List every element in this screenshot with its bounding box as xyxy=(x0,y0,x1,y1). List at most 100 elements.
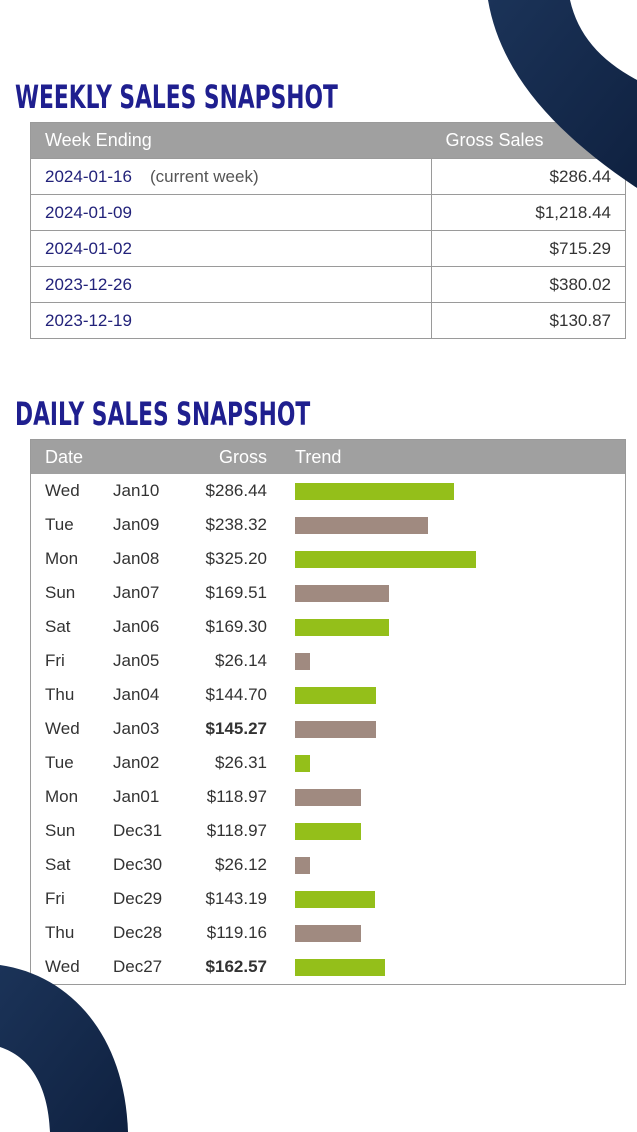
table-row: 2023-12-19 $130.87 xyxy=(30,302,626,339)
day-date: Jan01 xyxy=(113,787,160,806)
gross-sales-header: Gross Sales xyxy=(431,122,626,159)
gross-sales-amount: $380.02 xyxy=(431,266,626,303)
day-date: Jan10 xyxy=(113,481,160,500)
day-date: Jan08 xyxy=(113,549,160,568)
corner-arc-bottom-left xyxy=(0,965,128,1132)
week-ending-header: Week Ending xyxy=(30,122,432,159)
week-ending-link[interactable]: 2023-12-26 xyxy=(30,266,432,303)
trend-cell xyxy=(267,644,626,678)
day-of-week: Thu xyxy=(45,923,75,942)
gross-sales-amount: $286.44 xyxy=(431,158,626,195)
day-of-week: Tue xyxy=(45,753,74,772)
day-of-week: Sat xyxy=(45,855,71,874)
trend-cell xyxy=(267,780,626,814)
trend-cell xyxy=(267,678,626,712)
trend-header: Trend xyxy=(267,439,626,474)
daily-gross-amount: $26.12 xyxy=(215,855,267,874)
daily-sales-table: Date Gross Trend Wed Jan10 $286.44 Tue Jan09… xyxy=(30,439,626,985)
week-ending-link[interactable]: 2023-12-19 xyxy=(30,302,432,339)
day-date: Jan07 xyxy=(113,583,160,602)
daily-gross-amount: $26.31 xyxy=(215,753,267,772)
week-note: (current week) xyxy=(149,166,259,186)
table-row: Sun Dec31 $118.97 xyxy=(31,814,626,848)
week-ending-date[interactable]: 2024-01-16 xyxy=(45,166,132,186)
week-ending-date[interactable]: 2023-12-19 xyxy=(45,310,132,330)
trend-cell xyxy=(267,712,626,746)
day-of-week: Mon xyxy=(45,549,79,568)
daily-gross-amount: $144.70 xyxy=(205,685,267,704)
day-date: Dec29 xyxy=(113,889,163,908)
day-date: Jan02 xyxy=(113,753,160,772)
day-of-week: Tue xyxy=(45,515,74,534)
daily-gross-amount: $118.97 xyxy=(206,787,267,806)
trend-cell xyxy=(267,746,626,780)
day-of-week: Fri xyxy=(45,889,65,908)
table-row: Wed Jan03 $145.27 xyxy=(31,712,626,746)
trend-bar xyxy=(295,958,385,976)
day-of-week: Mon xyxy=(45,787,79,806)
trend-cell xyxy=(267,950,626,985)
daily-gross-amount: $238.32 xyxy=(205,515,267,534)
table-row: Thu Jan04 $144.70 xyxy=(31,678,626,712)
day-of-week: Sun xyxy=(45,583,76,602)
weekly-sales-table: Week Ending Gross Sales 2024-01-16 (curre… xyxy=(30,122,626,339)
trend-cell xyxy=(267,916,626,950)
table-row: Mon Jan08 $325.20 xyxy=(31,542,626,576)
week-ending-link[interactable]: 2024-01-16 (current week) xyxy=(30,158,432,195)
trend-cell xyxy=(267,542,626,576)
daily-gross-amount: $286.44 xyxy=(205,481,267,500)
week-ending-date[interactable]: 2023-12-26 xyxy=(45,274,132,294)
day-of-week: Wed xyxy=(45,719,80,738)
trend-bar xyxy=(295,720,376,738)
table-row: Fri Dec29 $143.19 xyxy=(31,882,626,916)
table-row: 2024-01-09 $1,218.44 xyxy=(30,194,626,231)
week-ending-link[interactable]: 2024-01-02 xyxy=(30,230,432,267)
trend-bar xyxy=(295,652,310,670)
daily-gross-amount: $119.16 xyxy=(206,923,267,942)
trend-bar xyxy=(295,686,376,704)
day-date: Dec28 xyxy=(113,923,163,942)
table-row: 2023-12-26 $380.02 xyxy=(30,266,626,303)
table-row: Sat Jan06 $169.30 xyxy=(31,610,626,644)
date-header: Date xyxy=(30,439,183,474)
trend-bar xyxy=(295,788,361,806)
gross-header: Gross xyxy=(183,439,267,474)
trend-bar xyxy=(295,584,389,602)
day-date: Dec30 xyxy=(113,855,163,874)
trend-bar xyxy=(295,618,389,636)
gross-sales-amount: $130.87 xyxy=(431,302,626,339)
day-of-week: Sat xyxy=(45,617,71,636)
day-date: Dec31 xyxy=(113,821,163,840)
table-row: Sat Dec30 $26.12 xyxy=(31,848,626,882)
trend-bar xyxy=(295,550,476,568)
gross-sales-amount: $1,218.44 xyxy=(431,194,626,231)
table-row: Mon Jan01 $118.97 xyxy=(31,780,626,814)
weekly-section-title: WEEKLY SALES SNAPSHOT xyxy=(15,78,338,116)
trend-cell xyxy=(267,814,626,848)
day-of-week: Wed xyxy=(45,957,80,976)
table-row: Tue Jan02 $26.31 xyxy=(31,746,626,780)
trend-bar xyxy=(295,890,375,908)
table-header-row: Date Gross Trend xyxy=(30,439,626,474)
week-ending-date[interactable]: 2024-01-09 xyxy=(45,202,132,222)
table-row: Sun Jan07 $169.51 xyxy=(31,576,626,610)
trend-bar xyxy=(295,856,310,874)
trend-bar xyxy=(295,924,361,942)
day-date: Jan09 xyxy=(113,515,160,534)
week-ending-link[interactable]: 2024-01-09 xyxy=(30,194,432,231)
trend-bar xyxy=(295,754,310,772)
trend-bar xyxy=(295,516,428,534)
day-of-week: Wed xyxy=(45,481,80,500)
trend-bar xyxy=(295,482,454,500)
day-of-week: Fri xyxy=(45,651,65,670)
trend-cell xyxy=(267,848,626,882)
table-row: Fri Jan05 $26.14 xyxy=(31,644,626,678)
day-date: Jan06 xyxy=(113,617,160,636)
daily-section-title: DAILY SALES SNAPSHOT xyxy=(15,395,311,433)
gross-sales-amount: $715.29 xyxy=(431,230,626,267)
day-date: Jan03 xyxy=(113,719,160,738)
daily-gross-amount: $118.97 xyxy=(206,821,267,840)
table-row: Thu Dec28 $119.16 xyxy=(31,916,626,950)
daily-gross-amount: $145.27 xyxy=(205,719,267,738)
week-ending-date[interactable]: 2024-01-02 xyxy=(45,238,132,258)
